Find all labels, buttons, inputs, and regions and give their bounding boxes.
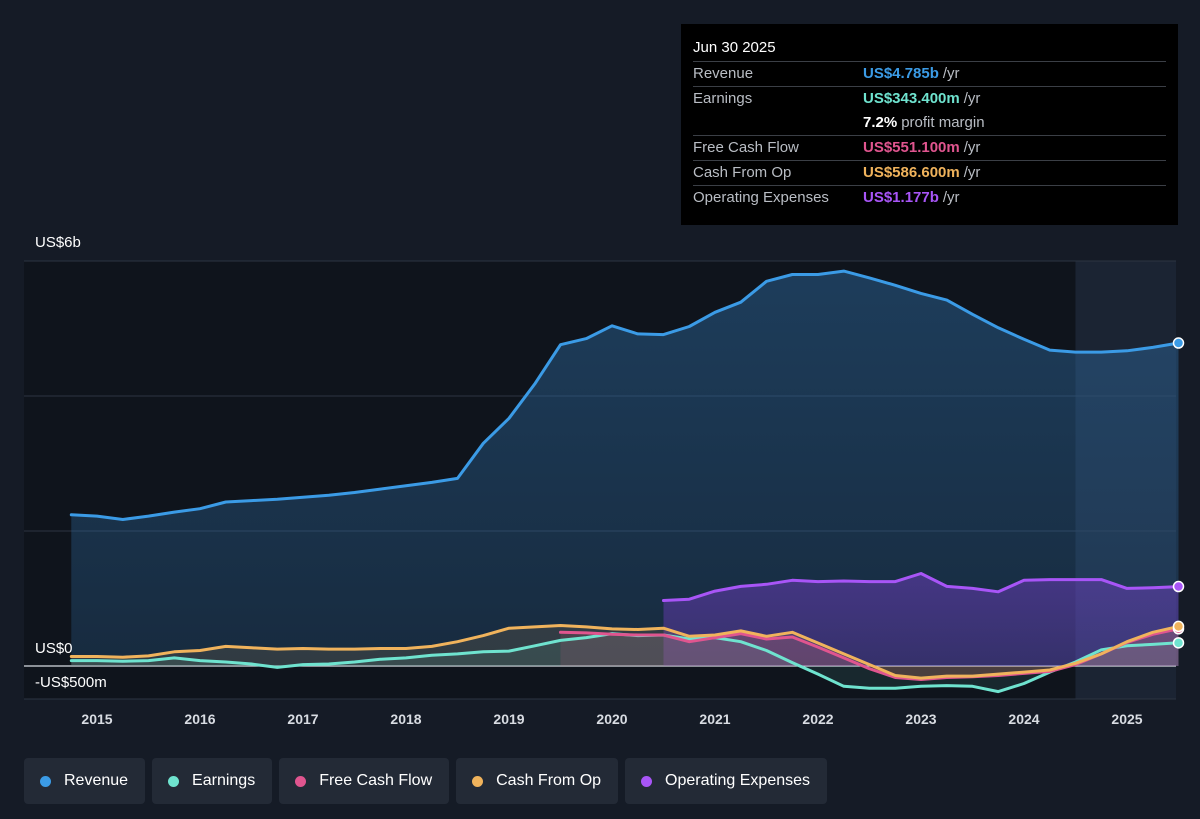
tooltip-row: Revenue US$4.785b/yr: [693, 61, 1166, 86]
earnings-endpoint: [1172, 637, 1185, 649]
revenue-endpoint: [1172, 337, 1185, 349]
x-tick-label: 2015: [81, 711, 112, 727]
tooltip-row-label: Free Cash Flow: [693, 139, 799, 156]
legend-dot-icon: [168, 775, 180, 787]
legend-dot-icon: [295, 775, 307, 787]
x-tick-label: 2025: [1111, 711, 1142, 727]
tooltip-row-value: US$343.400m: [863, 90, 960, 107]
y-axis-top-label: US$6b: [35, 234, 81, 251]
tooltip-row: 7.2% profit margin: [693, 111, 1166, 135]
tooltip-row-value: US$586.600m: [863, 164, 960, 181]
legend-label: Free Cash Flow: [319, 772, 433, 789]
x-tick-label: 2024: [1008, 711, 1039, 727]
tooltip-row-unit: /yr: [963, 139, 981, 156]
legend-label: Earnings: [192, 772, 256, 789]
tooltip-row-label: Revenue: [693, 65, 754, 82]
tooltip-row: Earnings US$343.400m/yr: [693, 86, 1166, 111]
tooltip-panel: Jun 30 2025 Revenue US$4.785b/yr Earnings U…: [681, 24, 1178, 225]
tooltip-row-label: Cash From Op: [693, 164, 792, 181]
tooltip-row-value: US$1.177b: [863, 189, 939, 206]
cash-from-op-area: [71, 625, 1179, 679]
revenue-area: [71, 271, 1179, 666]
tooltip-row-unit: /yr: [942, 189, 960, 206]
tooltip-row: Operating Expenses US$1.177b/yr: [693, 185, 1166, 210]
tooltip-rows: Revenue US$4.785b/yr Earnings US$343.400m/y…: [693, 61, 1166, 210]
legend-item-earnings[interactable]: Earnings: [152, 758, 273, 804]
x-tick-label: 2018: [390, 711, 421, 727]
x-tick-label: 2017: [287, 711, 318, 727]
legend-label: Cash From Op: [496, 772, 602, 789]
legend-item-cash-from-op[interactable]: Cash From Op: [456, 758, 619, 804]
tooltip-date: Jun 30 2025: [693, 39, 776, 56]
tooltip-row-unit: /yr: [963, 164, 981, 181]
legend-dot-icon: [40, 775, 51, 787]
x-tick-label: 2023: [905, 711, 936, 727]
operating-expenses-line: [662, 572, 1180, 602]
cash-from-op-line: [69, 624, 1180, 680]
legend: Revenue Earnings Free Cash Flow Cash From O…: [24, 758, 828, 804]
tooltip-row: Free Cash Flow US$551.100m/yr: [693, 135, 1166, 160]
cash-from-op-endpoint: [1172, 620, 1185, 633]
x-tick-label: 2022: [802, 711, 833, 727]
legend-dot-icon: [641, 775, 653, 787]
x-tick-label: 2019: [493, 711, 524, 727]
legend-item-revenue[interactable]: Revenue: [24, 758, 146, 804]
tooltip-row-value: 7.2%: [863, 114, 898, 131]
x-tick-label: 2020: [596, 711, 627, 727]
tooltip-row-unit: /yr: [963, 90, 981, 107]
legend-item-operating-expenses[interactable]: Operating Expenses: [625, 758, 828, 804]
tooltip-row-unit: profit margin: [901, 114, 985, 131]
y-axis-zero-label: US$0: [35, 640, 73, 657]
tooltip-row-value: US$551.100m: [863, 139, 960, 156]
operating-expenses-endpoint: [1172, 580, 1185, 593]
x-tick-label: 2016: [184, 711, 215, 727]
x-tick-label: 2021: [699, 711, 730, 727]
tooltip-row-label: Operating Expenses: [693, 189, 829, 206]
revenue-line: [69, 269, 1180, 521]
legend-label: Operating Expenses: [665, 772, 811, 789]
tooltip-row-value: US$4.785b: [863, 65, 939, 82]
legend-label: Revenue: [64, 772, 129, 789]
y-axis-bottom-label: -US$500m: [35, 674, 107, 691]
legend-dot-icon: [472, 775, 484, 787]
tooltip-row-unit: /yr: [942, 65, 960, 82]
free-cash-flow-area: [560, 628, 1179, 680]
legend-item-free-cash-flow[interactable]: Free Cash Flow: [279, 758, 450, 804]
tooltip-row: Cash From Op US$586.600m/yr: [693, 160, 1166, 185]
operating-expenses-area: [663, 573, 1179, 666]
tooltip-row-label: [693, 111, 863, 135]
tooltip-row-label: Earnings: [693, 90, 753, 107]
